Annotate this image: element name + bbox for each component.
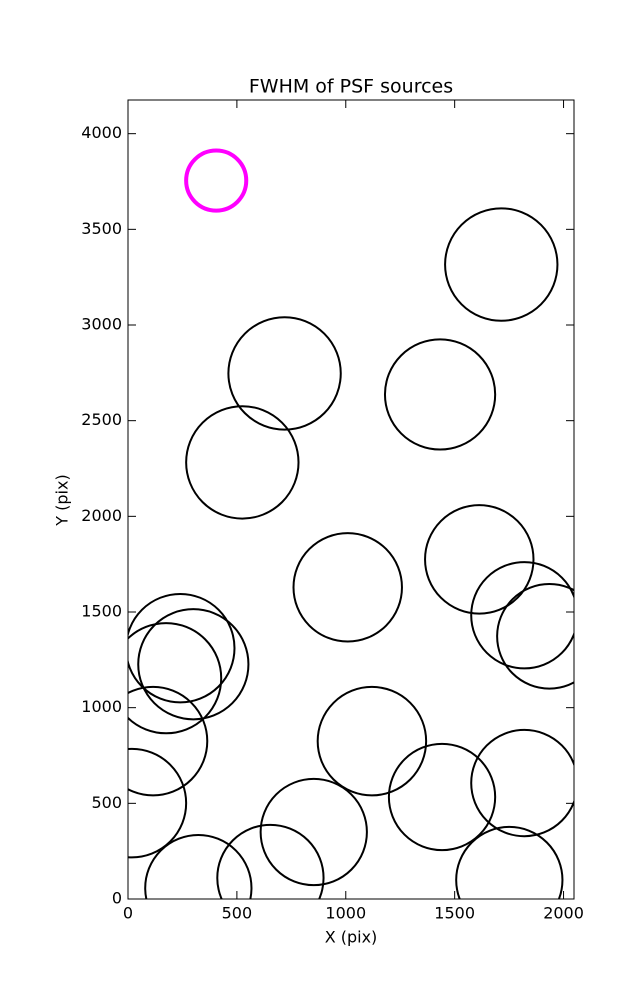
psf-circle	[387, 742, 497, 852]
psf-circle	[128, 622, 223, 735]
psf-circle	[184, 148, 249, 213]
x-axis-label: X (pix)	[325, 928, 378, 947]
psf-circle	[128, 685, 209, 797]
y-tick-label: 3500	[81, 219, 122, 238]
plot-frame	[127, 99, 575, 900]
x-tick-label: 0	[123, 904, 133, 923]
psf-circle	[470, 728, 574, 838]
y-tick-label: 1500	[81, 602, 122, 621]
psf-circle	[185, 405, 300, 520]
psf-circle	[424, 504, 535, 615]
y-tick-label: 2500	[81, 410, 122, 429]
psf-circle	[137, 608, 250, 721]
psf-circle	[128, 747, 188, 859]
psf-circle	[259, 777, 368, 887]
x-tick-label: 1000	[325, 904, 366, 923]
y-tick-label: 4000	[81, 123, 122, 142]
y-tick-label: 3000	[81, 315, 122, 334]
x-tick-label: 1500	[434, 904, 475, 923]
y-tick-label: 0	[112, 889, 122, 908]
psf-circle	[128, 592, 236, 704]
y-axis-label: Y (pix)	[53, 474, 72, 526]
psf-circle	[144, 833, 253, 899]
x-tick-label: 2000	[543, 904, 584, 923]
psf-circle	[444, 207, 559, 322]
psf-circle	[216, 823, 325, 899]
x-tick-label: 500	[222, 904, 253, 923]
psf-circle	[227, 316, 342, 431]
y-tick-label: 1000	[81, 697, 122, 716]
plot-area	[128, 148, 574, 899]
y-tick-label: 500	[91, 793, 122, 812]
psf-circle	[383, 338, 497, 451]
psf-circle	[470, 561, 574, 670]
psf-circle	[316, 685, 428, 797]
y-tick-label: 2000	[81, 506, 122, 525]
psf-circle	[455, 825, 564, 899]
psf-circle	[292, 532, 403, 643]
psf-circle	[496, 583, 574, 690]
chart-title: FWHM of PSF sources	[249, 76, 453, 98]
